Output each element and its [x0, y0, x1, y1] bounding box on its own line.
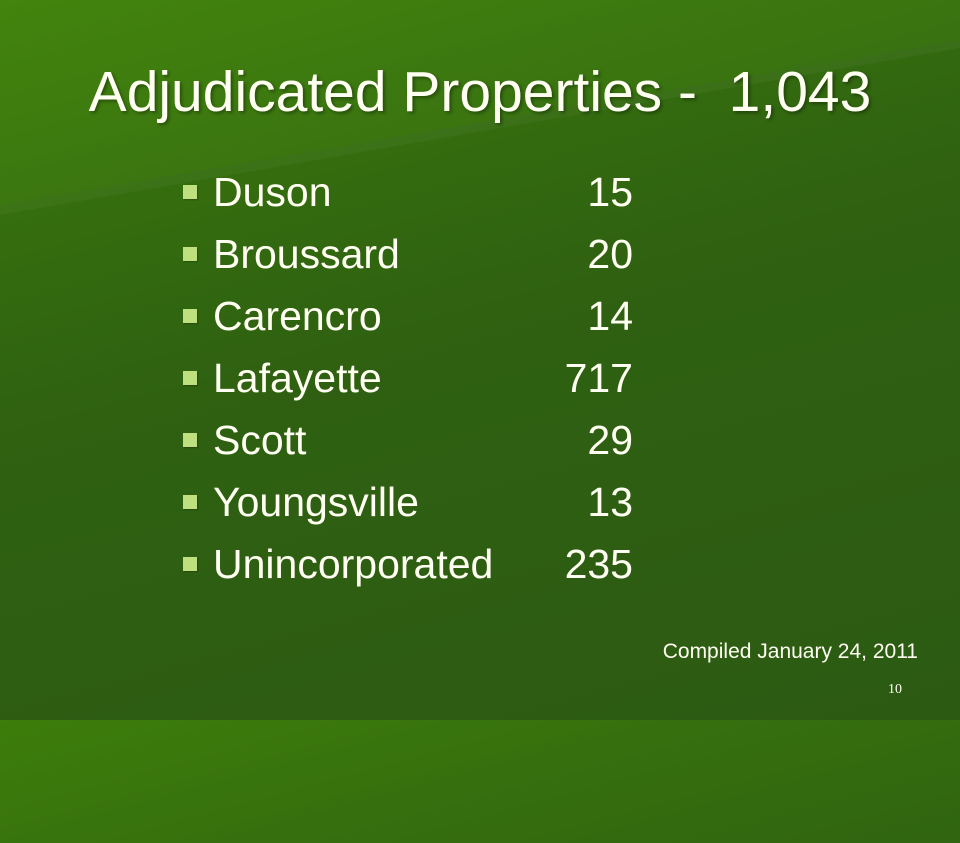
municipality-label: Scott [213, 417, 307, 463]
property-count: 13 [587, 479, 633, 525]
square-bullet-icon [183, 433, 197, 447]
list-item: Carencro 14 [0, 285, 960, 347]
property-count: 235 [564, 541, 633, 587]
slide-title: Adjudicated Properties - 1,043 [88, 60, 872, 124]
list-item: Unincorporated 235 [0, 533, 960, 595]
municipality-label: Lafayette [213, 355, 382, 401]
municipality-label: Broussard [213, 231, 400, 277]
property-count-list: Duson 15 Broussard 20 Carencro 14 Lafaye… [0, 161, 960, 595]
square-bullet-icon [183, 247, 197, 261]
property-count: 20 [587, 231, 633, 277]
property-count: 14 [587, 293, 633, 339]
municipality-label: Carencro [213, 293, 382, 339]
list-item: Broussard 20 [0, 223, 960, 285]
property-count: 29 [587, 417, 633, 463]
list-item: Youngsville 13 [0, 471, 960, 533]
property-count: 15 [587, 169, 633, 215]
square-bullet-icon [183, 309, 197, 323]
square-bullet-icon [183, 495, 197, 509]
list-item: Duson 15 [0, 161, 960, 223]
list-item: Lafayette 717 [0, 347, 960, 409]
property-count: 717 [564, 355, 633, 401]
compiled-date-note: Compiled January 24, 2011 [662, 640, 918, 663]
square-bullet-icon [183, 371, 197, 385]
square-bullet-icon [183, 557, 197, 571]
list-item: Scott 29 [0, 409, 960, 471]
page-number: 10 [888, 682, 902, 697]
municipality-label: Youngsville [213, 479, 419, 525]
square-bullet-icon [183, 185, 197, 199]
municipality-label: Unincorporated [213, 541, 494, 587]
municipality-label: Duson [213, 169, 332, 215]
